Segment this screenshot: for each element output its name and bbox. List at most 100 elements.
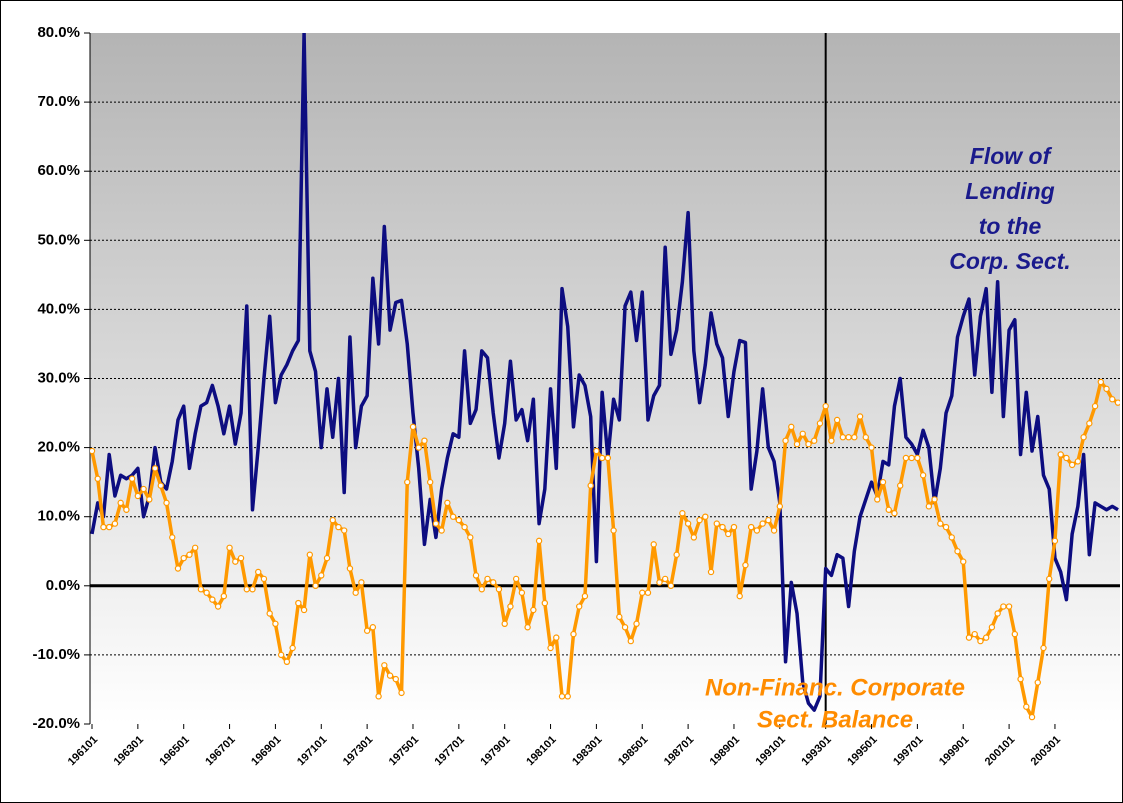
point (644, 589, 652, 596)
point (1005, 603, 1013, 610)
point (719, 523, 726, 531)
point (128, 475, 136, 482)
point (564, 693, 571, 700)
annotation: to the (979, 213, 1042, 239)
point (937, 520, 944, 527)
point (94, 475, 101, 482)
y-tick-label: -10.0% (32, 646, 80, 663)
point (272, 620, 279, 628)
point (530, 606, 537, 614)
y-tick-label: 60.0% (37, 162, 80, 179)
point (868, 444, 875, 451)
point (1057, 451, 1064, 458)
point (948, 534, 955, 541)
point (409, 423, 417, 431)
point (547, 644, 554, 652)
point (793, 440, 801, 448)
point (816, 420, 824, 427)
point (117, 499, 124, 507)
point (862, 434, 869, 441)
point (765, 516, 772, 524)
point (449, 513, 457, 520)
point (856, 413, 864, 420)
point (306, 551, 314, 558)
point (341, 527, 348, 534)
point (134, 492, 142, 500)
point (266, 610, 273, 617)
annotation: Lending (965, 178, 1054, 204)
point (593, 447, 600, 455)
point (696, 516, 703, 524)
point (914, 454, 921, 462)
point (490, 579, 497, 586)
point (1080, 434, 1087, 441)
point (553, 634, 560, 641)
point (576, 603, 583, 610)
point (541, 599, 549, 607)
point (352, 589, 359, 596)
point (174, 565, 182, 572)
point (323, 554, 331, 562)
point (295, 599, 302, 607)
point (191, 544, 199, 551)
point (381, 662, 388, 669)
point (982, 634, 990, 641)
point (1109, 396, 1116, 403)
point (874, 496, 881, 503)
point (627, 637, 634, 645)
point (902, 454, 910, 462)
point (335, 523, 342, 531)
point (369, 624, 377, 631)
point (633, 620, 640, 628)
point (358, 579, 365, 586)
point (742, 561, 749, 569)
point (805, 440, 812, 448)
point (232, 558, 239, 565)
point (209, 596, 216, 603)
point (1086, 420, 1093, 427)
point (656, 579, 663, 586)
y-tick-label: 50.0% (37, 231, 80, 248)
point (828, 437, 835, 444)
point (925, 503, 933, 510)
point (690, 534, 698, 541)
point (455, 516, 463, 524)
point (1034, 679, 1041, 686)
point (621, 624, 629, 631)
point (1051, 537, 1059, 545)
point (610, 527, 617, 534)
point (971, 630, 978, 638)
point (639, 589, 646, 596)
annotation: Corp. Sect. (949, 248, 1070, 274)
point (1046, 575, 1053, 583)
point (753, 527, 761, 534)
annotation: Flow of (970, 143, 1053, 169)
point (673, 551, 680, 558)
y-tick-label: 70.0% (37, 93, 80, 110)
point (461, 523, 468, 531)
point (535, 537, 543, 545)
point (1074, 458, 1082, 465)
point (404, 478, 411, 486)
point (501, 620, 508, 628)
point (237, 554, 245, 562)
point (960, 558, 967, 565)
y-tick-label: 10.0% (37, 508, 80, 525)
point (747, 523, 755, 531)
point (1114, 399, 1120, 406)
point (977, 637, 984, 645)
point (105, 523, 113, 531)
point (180, 554, 187, 562)
point (1000, 603, 1007, 610)
point (570, 630, 577, 638)
annotation: Sect. Balance (757, 706, 913, 733)
point (702, 513, 709, 520)
point (484, 575, 491, 583)
point (283, 658, 291, 666)
point (598, 454, 606, 462)
point (100, 523, 107, 531)
point (736, 592, 743, 600)
point (186, 551, 193, 558)
point (507, 603, 514, 610)
